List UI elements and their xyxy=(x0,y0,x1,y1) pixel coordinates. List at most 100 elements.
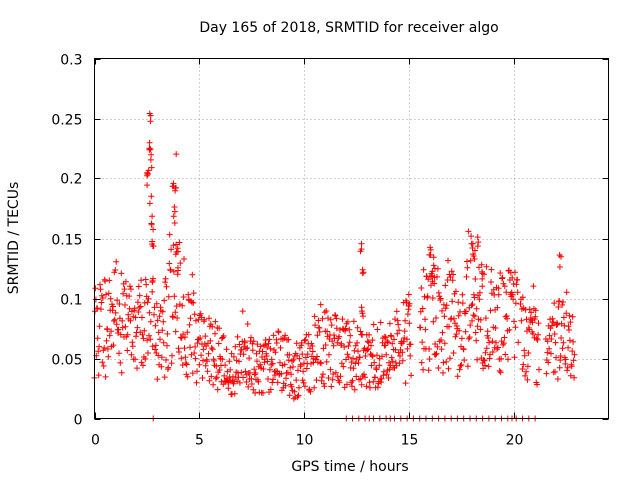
data-point xyxy=(333,325,340,332)
data-point xyxy=(99,295,106,301)
data-point xyxy=(282,382,289,389)
data-point xyxy=(110,342,117,349)
data-point xyxy=(320,371,326,378)
data-point xyxy=(386,359,392,366)
data-point xyxy=(399,349,406,356)
axis-ticks xyxy=(94,58,609,420)
data-point xyxy=(234,333,241,340)
data-point xyxy=(236,358,242,365)
data-point xyxy=(422,316,428,323)
data-point xyxy=(523,316,530,323)
data-point xyxy=(291,388,298,395)
data-point xyxy=(378,375,385,382)
data-point xyxy=(535,331,542,338)
data-point xyxy=(497,270,504,276)
data-point xyxy=(246,355,253,362)
data-point xyxy=(238,369,245,376)
data-point xyxy=(529,319,536,326)
data-point xyxy=(213,363,220,370)
data-point xyxy=(179,302,186,309)
data-point xyxy=(350,355,356,362)
data-point xyxy=(274,379,281,386)
data-point xyxy=(152,342,159,349)
data-point xyxy=(267,386,274,393)
data-point xyxy=(358,381,365,388)
data-point xyxy=(281,361,288,368)
data-point xyxy=(297,361,304,368)
data-point xyxy=(474,234,481,241)
data-point xyxy=(163,357,169,363)
data-point xyxy=(250,386,257,393)
data-point xyxy=(404,336,410,343)
data-point xyxy=(468,233,475,240)
data-point xyxy=(134,365,140,372)
data-point xyxy=(548,336,555,342)
data-point xyxy=(394,330,401,337)
data-point xyxy=(148,151,155,158)
data-point xyxy=(364,338,371,345)
data-point xyxy=(177,260,184,267)
data-point xyxy=(345,343,352,349)
data-point xyxy=(244,321,251,327)
data-point xyxy=(252,370,259,376)
data-point xyxy=(350,365,357,372)
data-point xyxy=(366,331,373,338)
data-point xyxy=(190,290,197,297)
data-point xyxy=(207,321,214,328)
data-point xyxy=(116,301,123,307)
data-point xyxy=(551,300,558,307)
data-point xyxy=(251,366,258,373)
data-point xyxy=(438,346,445,353)
data-point xyxy=(442,305,449,312)
data-point xyxy=(238,346,245,353)
data-point xyxy=(120,290,127,297)
data-point xyxy=(496,367,503,374)
data-point xyxy=(173,303,180,310)
data-point xyxy=(143,281,150,288)
data-point xyxy=(447,274,454,281)
data-point xyxy=(117,331,124,338)
data-point xyxy=(469,317,475,324)
data-point xyxy=(530,283,537,290)
data-point xyxy=(462,328,469,335)
data-point xyxy=(279,336,286,343)
data-point xyxy=(566,337,573,344)
data-point xyxy=(499,274,506,281)
data-point xyxy=(353,373,360,380)
data-point xyxy=(113,258,120,265)
data-point xyxy=(336,379,343,386)
data-point xyxy=(376,362,383,369)
data-point xyxy=(181,345,188,352)
data-point xyxy=(443,302,450,309)
data-point xyxy=(162,275,169,282)
data-point xyxy=(283,375,289,382)
data-point xyxy=(197,335,204,341)
data-point xyxy=(197,310,204,317)
data-point xyxy=(220,381,227,388)
data-point xyxy=(501,334,508,341)
data-point xyxy=(252,390,259,396)
data-point xyxy=(369,353,376,360)
data-point xyxy=(512,324,519,331)
data-point xyxy=(167,267,174,274)
data-point xyxy=(302,383,308,390)
data-point xyxy=(435,365,442,371)
data-point xyxy=(175,264,181,271)
data-point xyxy=(488,266,495,273)
data-point xyxy=(173,241,180,248)
data-point xyxy=(522,306,529,313)
data-point xyxy=(267,345,274,352)
data-point xyxy=(171,204,178,210)
data-point xyxy=(388,354,395,361)
data-point xyxy=(227,366,234,373)
data-point xyxy=(498,355,505,362)
data-point xyxy=(193,379,200,386)
data-point xyxy=(182,354,189,361)
data-point xyxy=(503,289,510,296)
data-point xyxy=(360,313,367,320)
data-point xyxy=(190,299,197,306)
data-point xyxy=(299,351,306,358)
y-tick-label: 0.15 xyxy=(51,233,82,249)
data-point xyxy=(129,343,136,350)
data-point xyxy=(448,268,455,275)
